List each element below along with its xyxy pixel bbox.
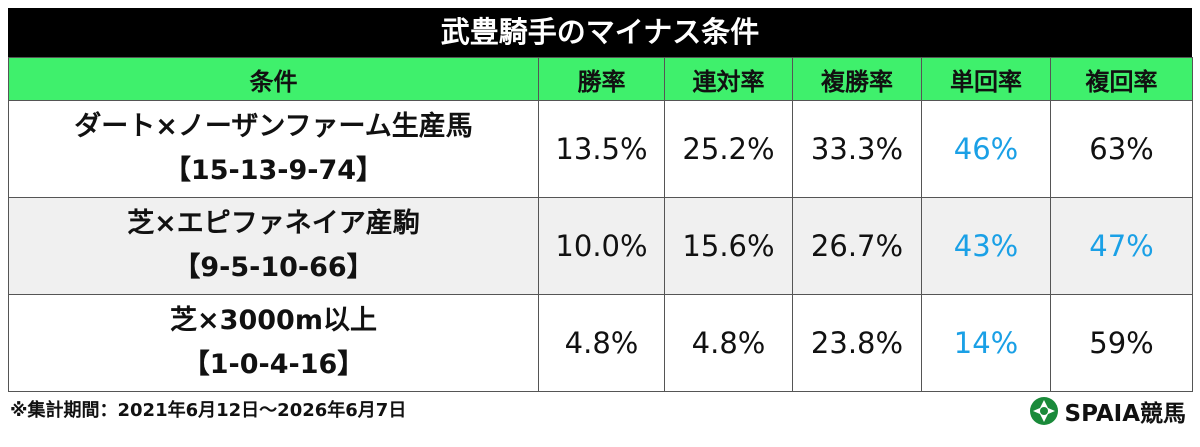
record: 【15-13-9-74】 <box>163 155 384 186</box>
cell: 63% <box>1050 100 1193 198</box>
header-cell: 勝率 <box>538 57 665 101</box>
record: 【1-0-4-16】 <box>182 349 365 380</box>
logo-text: SPAIA競馬 <box>1064 401 1186 427</box>
condition: ダート×ノーザンファーム生産馬 <box>74 111 473 142</box>
cell: 59% <box>1050 294 1193 392</box>
cell: 10.0% <box>538 197 665 295</box>
cell: 25.2% <box>664 100 793 198</box>
cell: 46% <box>921 100 1051 198</box>
condition-cell: 芝×エピファネイア産駒 【9-5-10-66】 <box>8 197 539 295</box>
logo: SPAIA競馬 <box>1029 394 1186 428</box>
header-cell: 連対率 <box>664 57 793 101</box>
condition: 芝×エピファネイア産駒 <box>127 208 420 239</box>
cell: 47% <box>1050 197 1193 295</box>
row: 芝×3000m以上 【1-0-4-16】 4.8% 4.8% 23.8% 14% … <box>8 294 1193 392</box>
cell: 14% <box>921 294 1051 392</box>
logo-icon <box>1029 397 1058 425</box>
footnote: ※集計期間：2021年6月12日～2026年6月7日 <box>10 400 407 421</box>
cell: 23.8% <box>792 294 922 392</box>
record: 【9-5-10-66】 <box>173 252 374 283</box>
cell: 26.7% <box>792 197 922 295</box>
condition: 芝×3000m以上 <box>170 305 377 336</box>
cell: 43% <box>921 197 1051 295</box>
cell: 13.5% <box>538 100 665 198</box>
row: 芝×エピファネイア産駒 【9-5-10-66】 10.0% 15.6% 26.7%… <box>8 197 1193 295</box>
cell: 4.8% <box>664 294 793 392</box>
cell: 33.3% <box>792 100 922 198</box>
header-cell: 条件 <box>8 57 539 101</box>
title: 武豊騎手のマイナス条件 <box>8 8 1192 57</box>
header-cell: 複勝率 <box>792 57 922 101</box>
table: 条件 勝率 連対率 複勝率 単回率 複回率 ダート×ノーザンファーム生産馬 【15… <box>8 57 1193 392</box>
cell: 15.6% <box>664 197 793 295</box>
header-row: 条件 勝率 連対率 複勝率 単回率 複回率 <box>8 57 1193 101</box>
row: ダート×ノーザンファーム生産馬 【15-13-9-74】 13.5% 25.2% … <box>8 100 1193 198</box>
condition-cell: ダート×ノーザンファーム生産馬 【15-13-9-74】 <box>8 100 539 198</box>
condition-cell: 芝×3000m以上 【1-0-4-16】 <box>8 294 539 392</box>
header-cell: 複回率 <box>1050 57 1193 101</box>
cell: 4.8% <box>538 294 665 392</box>
header-cell: 単回率 <box>921 57 1051 101</box>
